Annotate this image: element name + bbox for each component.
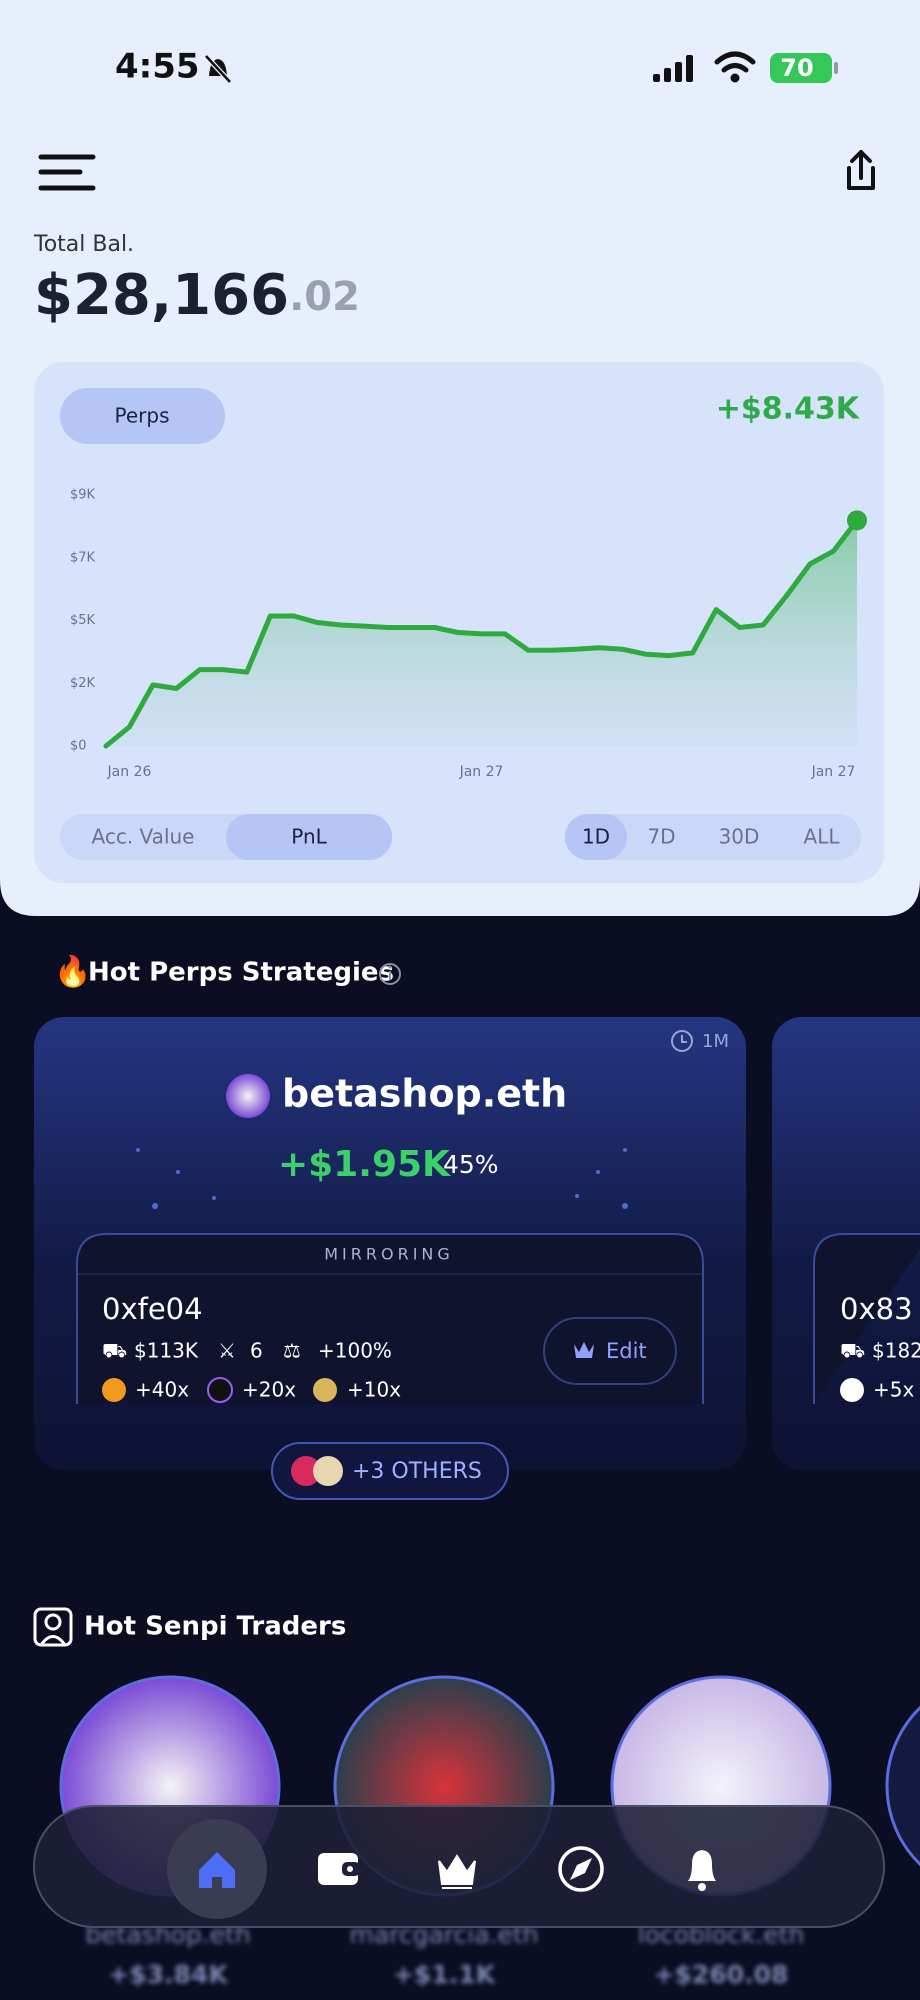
nav-leaderboard[interactable]	[438, 1854, 476, 1889]
x-tick-label: Jan 27	[459, 764, 504, 780]
leverage: +5x	[873, 1378, 914, 1402]
mirror-box	[813, 1233, 920, 1404]
stat-value: $113K	[134, 1339, 199, 1363]
y-tick-label: $5K	[70, 613, 96, 628]
trader-pnl: +$1.1K	[393, 1960, 497, 1989]
avatar	[226, 1074, 270, 1118]
stars	[136, 1148, 628, 1209]
trader-avatar[interactable]	[885, 1677, 920, 1895]
balance-whole: $28,166	[34, 263, 289, 328]
timeframe: 1M	[702, 1031, 729, 1052]
edit-label: Edit	[606, 1339, 647, 1363]
y-tick-label: $7K	[70, 550, 96, 565]
end-point	[847, 510, 867, 531]
leverage: +20x	[242, 1378, 296, 1402]
y-tick-label: $0	[70, 739, 87, 754]
period-active	[565, 814, 627, 860]
coin-eth	[840, 1378, 864, 1402]
view-option[interactable]: Acc. Value	[92, 825, 195, 849]
section-title: Hot Perps Strategies	[88, 958, 394, 988]
x-tick-label: Jan 26	[107, 764, 152, 780]
period-option[interactable]: ALL	[804, 825, 841, 849]
balance-label: Total Bal.	[33, 232, 134, 257]
signal-icon	[653, 55, 693, 82]
stat-icon: ⛟	[840, 1339, 865, 1363]
leverage: +40x	[135, 1378, 189, 1402]
trader-pnl: +$3.84K	[108, 1960, 229, 1989]
leverage: +10x	[347, 1378, 401, 1402]
area	[106, 520, 857, 746]
other-avatar	[313, 1456, 343, 1486]
balance-cents: .02	[289, 274, 360, 320]
period-toggle	[565, 814, 861, 860]
nav-home[interactable]	[199, 1852, 235, 1888]
trader-pnl: +$260.08	[654, 1960, 789, 1989]
strategy-pnl: +$1.95K	[278, 1144, 451, 1185]
wifi-icon	[714, 51, 756, 83]
plot: $0 $2K $5K $7K $9K Jan 26 Jan 27 Jan 27	[70, 488, 867, 780]
view-active	[226, 814, 392, 860]
section-title: Hot Senpi Traders	[84, 1612, 346, 1642]
y-tick-label: $2K	[70, 676, 96, 691]
status-time: 4:55	[115, 47, 200, 87]
stat-icon: ⚖	[283, 1339, 301, 1363]
others-label: +3 OTHERS	[352, 1459, 482, 1484]
menu-button[interactable]	[38, 154, 96, 191]
period-option[interactable]: 1D	[582, 825, 610, 849]
nav-wallet[interactable]	[318, 1853, 360, 1885]
crown-icon	[574, 1342, 594, 1358]
mute-icon	[204, 54, 232, 84]
stat-value: 6	[250, 1339, 263, 1363]
balance-value: $28,166.02	[34, 263, 360, 328]
battery	[770, 53, 832, 83]
strategy-name: betashop.eth	[282, 1072, 567, 1116]
share-button[interactable]	[847, 150, 875, 190]
coin-sol	[207, 1377, 233, 1403]
info-icon[interactable]	[379, 963, 401, 985]
trader-icon	[33, 1607, 73, 1647]
wallet: 0x83	[840, 1292, 913, 1326]
stat-icon: ⛟	[102, 1339, 127, 1363]
fire-icon: 🔥	[54, 954, 91, 990]
view-option[interactable]: PnL	[291, 825, 327, 849]
period-options: 1D 7D 30D ALL	[565, 814, 840, 860]
line	[103, 517, 860, 749]
battery-tip	[834, 62, 838, 74]
clock-icon	[671, 1030, 693, 1052]
period-option[interactable]: 7D	[647, 825, 675, 849]
chart-card	[34, 362, 884, 883]
x-tick-label: Jan 27	[811, 764, 856, 780]
stat-value: $182	[872, 1339, 920, 1363]
stat-icon: ⚔	[218, 1339, 236, 1363]
mirror-status: MIRRORING	[324, 1245, 454, 1264]
view-options: Acc. Value PnL	[92, 814, 392, 860]
coin-btc	[102, 1378, 126, 1402]
nav-explore[interactable]	[558, 1846, 604, 1892]
edit-button[interactable]	[543, 1317, 677, 1385]
filter-pill[interactable]	[60, 388, 225, 444]
other-avatar	[291, 1456, 321, 1486]
y-tick-label: $9K	[70, 488, 96, 503]
strategy-pnl-pct: 45%	[443, 1150, 499, 1179]
period-option[interactable]: 30D	[719, 825, 760, 849]
coin-doge	[313, 1378, 337, 1402]
trader-labels: betashop.eth +$3.84K marcgarcia.eth +$1.…	[85, 1920, 804, 1989]
filter-label: Perps	[115, 404, 170, 428]
nav-notifications[interactable]	[688, 1850, 716, 1891]
battery-level: 70	[780, 54, 813, 82]
stat-value: +100%	[318, 1339, 392, 1363]
pnl-change: +$8.43K	[716, 392, 861, 427]
wallet: 0xfe04	[102, 1292, 203, 1326]
